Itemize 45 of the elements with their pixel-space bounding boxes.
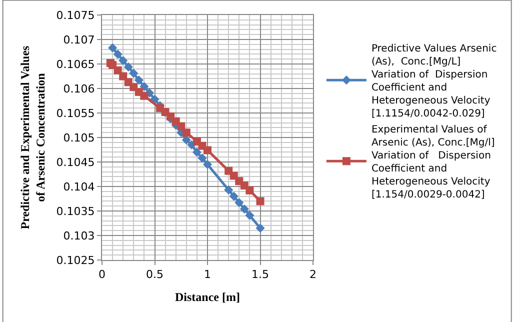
y-tick-label: 0.104: [63, 180, 95, 194]
point: [108, 60, 117, 69]
y-tick-label: 0.106: [63, 82, 95, 96]
point: [240, 204, 249, 214]
y-tick-label: 0.1025: [56, 254, 95, 267]
legend-label: Experimental Values of Arsenic (As), Conc.[Mg/l] Variation of Dispersion Coefficient and Heterogeneous Velocity [1.154/0.0029-0.0042]: [371, 124, 495, 200]
x-tick-label: 0.5: [146, 268, 164, 282]
point: [204, 146, 212, 154]
point: [245, 210, 254, 220]
point: [118, 56, 128, 66]
point: [114, 66, 122, 74]
y-tick-label: 0.103: [63, 229, 95, 242]
x-tick-label: 2: [310, 268, 316, 282]
y-tick-label: 0.107: [63, 33, 95, 46]
point: [202, 160, 212, 169]
point: [182, 128, 190, 137]
point: [198, 154, 207, 163]
y-tick-label: 0.1065: [56, 58, 95, 71]
point: [256, 197, 264, 206]
point: [229, 192, 238, 201]
point: [119, 72, 128, 80]
point: [113, 50, 122, 59]
point: [134, 76, 144, 85]
point: [129, 68, 138, 78]
point: [246, 186, 254, 194]
x-axis-title: Distance [m]: [175, 290, 240, 304]
y-axis-title: Predictive and Experimental Values of Arsenic Concentration: [18, 45, 48, 230]
point: [140, 82, 149, 92]
y-tick-label: 0.1055: [56, 106, 95, 120]
x-tick-label: 0: [98, 268, 106, 282]
legend-label: Predictive Values Arsenic (As), Conc.[Mg/L] Variation of Dispersion Coefficient and Heterogeneous Velocity [1.1154/0.0042-0.029]: [371, 44, 497, 120]
point: [224, 185, 234, 194]
point: [234, 198, 244, 208]
x-tick-label: 1: [204, 268, 211, 282]
point: [124, 62, 133, 72]
point: [192, 148, 202, 157]
point: [256, 224, 265, 233]
point: [140, 92, 148, 100]
point: [177, 122, 186, 130]
y-tick-label: 0.1045: [56, 156, 95, 169]
y-tick-label: 0.105: [63, 131, 95, 144]
point: [108, 43, 118, 52]
y-tick-label: 0.1075: [56, 8, 95, 22]
x-tick-label: 1.5: [252, 268, 269, 282]
y-tick-label: 0.1035: [56, 204, 95, 218]
